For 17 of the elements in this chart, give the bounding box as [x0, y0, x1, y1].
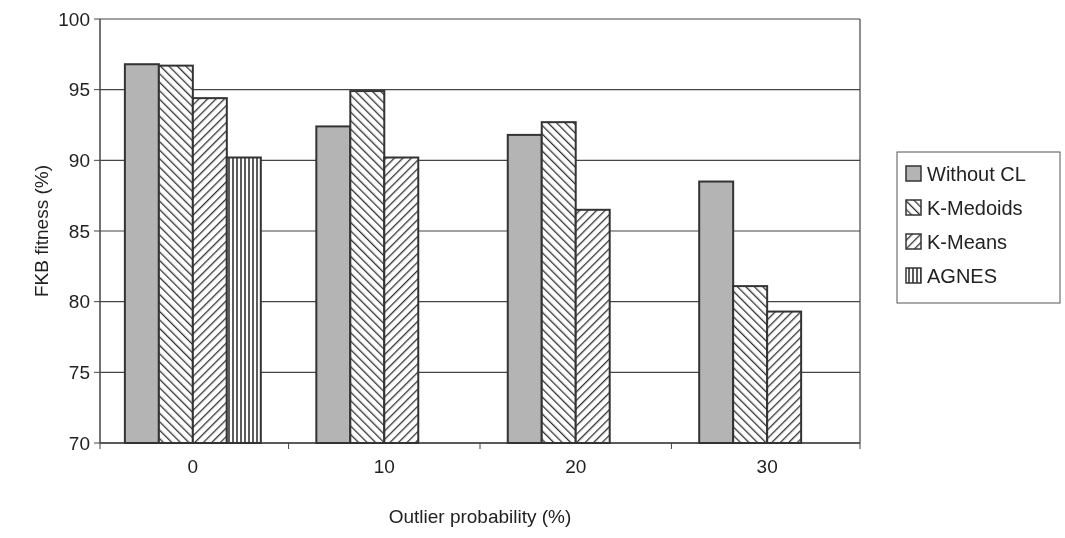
- y-axis-title: FKB fitness (%): [31, 165, 52, 297]
- x-tick-label: 0: [187, 456, 199, 477]
- y-tick-label: 75: [68, 361, 90, 383]
- y-tick-label: 70: [68, 432, 90, 454]
- x-axis-title: Outlier probability (%): [388, 506, 572, 527]
- y-tick-label: 80: [68, 291, 90, 313]
- y-tick-label: 100: [58, 8, 90, 30]
- legend-label: AGNES: [927, 265, 998, 287]
- y-tick-label: 90: [68, 149, 90, 171]
- y-tick-label: 85: [68, 220, 90, 242]
- legend-label: Without CL: [927, 163, 1026, 185]
- legend-label: K-Medoids: [927, 197, 1023, 219]
- x-tick-label: 20: [565, 456, 587, 477]
- y-tick-label: 95: [68, 79, 90, 101]
- legend-label: K-Means: [927, 231, 1008, 253]
- x-tick-label: 10: [373, 456, 395, 477]
- x-tick-label: 30: [756, 456, 778, 477]
